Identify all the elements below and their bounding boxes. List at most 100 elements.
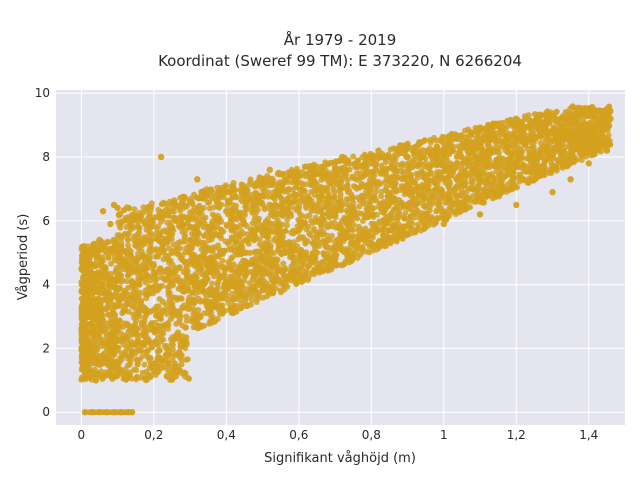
data-point	[215, 219, 222, 225]
data-point	[299, 169, 306, 175]
data-point	[271, 196, 278, 203]
data-point	[378, 162, 385, 169]
data-point	[134, 223, 141, 230]
data-point	[211, 318, 218, 325]
data-point	[128, 375, 135, 382]
data-point	[267, 175, 274, 182]
data-point	[415, 199, 422, 206]
data-point	[362, 193, 369, 200]
data-point	[455, 178, 462, 185]
data-point	[428, 153, 435, 159]
data-point	[120, 341, 127, 348]
data-point	[318, 163, 325, 170]
data-point	[99, 340, 106, 347]
data-point	[220, 194, 227, 201]
data-point	[390, 215, 397, 222]
data-point	[583, 105, 590, 112]
data-point	[324, 232, 331, 239]
data-point	[270, 250, 277, 257]
data-point	[337, 166, 344, 173]
data-point	[404, 140, 411, 147]
data-point	[137, 347, 143, 354]
data-point	[78, 375, 85, 382]
data-point	[79, 357, 86, 364]
data-point	[468, 179, 475, 186]
data-point	[97, 357, 104, 364]
data-point	[277, 210, 284, 216]
data-point	[156, 322, 163, 329]
data-point	[467, 128, 474, 135]
data-point	[238, 283, 245, 290]
data-point	[310, 239, 317, 246]
data-point	[293, 178, 300, 185]
data-point	[467, 140, 474, 146]
data-point	[214, 184, 221, 191]
data-point	[216, 245, 222, 252]
data-point	[183, 313, 190, 320]
data-point	[125, 362, 131, 369]
data-point	[526, 177, 533, 184]
data-point	[303, 213, 309, 220]
data-point	[307, 170, 313, 177]
data-point	[329, 223, 336, 230]
data-point	[200, 224, 207, 231]
data-point	[216, 194, 223, 201]
data-point	[347, 240, 354, 247]
data-point	[478, 192, 485, 199]
data-point	[247, 249, 254, 256]
data-point	[79, 251, 86, 258]
data-point	[486, 189, 493, 196]
data-point	[352, 250, 359, 257]
data-point	[249, 209, 256, 216]
data-point	[383, 183, 390, 190]
data-point	[474, 187, 481, 194]
data-point	[490, 120, 497, 127]
data-point	[162, 200, 168, 207]
data-point	[171, 198, 177, 205]
data-point	[542, 137, 549, 144]
data-point	[509, 184, 516, 191]
data-point	[502, 172, 509, 179]
data-point	[182, 324, 189, 331]
data-point	[277, 280, 283, 287]
data-point	[261, 246, 268, 253]
data-point	[322, 159, 329, 166]
data-point	[496, 178, 503, 185]
data-point	[406, 184, 413, 191]
data-point	[248, 232, 255, 239]
data-point	[195, 236, 202, 243]
points-layer	[78, 103, 614, 416]
data-point	[417, 148, 424, 155]
data-point	[88, 348, 95, 355]
data-point	[148, 344, 155, 351]
data-point	[409, 200, 416, 207]
data-point	[433, 207, 440, 214]
data-point	[137, 300, 144, 307]
data-point	[415, 192, 422, 199]
data-point	[359, 243, 366, 250]
data-point	[190, 306, 197, 313]
data-point	[113, 368, 120, 374]
data-point	[558, 124, 565, 131]
data-point	[120, 375, 127, 382]
data-point	[270, 189, 276, 196]
data-point	[350, 183, 357, 190]
data-point	[125, 242, 132, 249]
data-point	[98, 298, 105, 304]
data-point	[276, 265, 282, 272]
data-point	[146, 211, 153, 218]
data-point	[139, 236, 146, 243]
data-point	[124, 204, 130, 211]
data-point	[439, 161, 445, 168]
data-point	[566, 154, 573, 161]
data-point	[417, 216, 424, 223]
data-point	[329, 232, 335, 239]
data-point	[211, 194, 218, 201]
data-point	[364, 181, 371, 188]
data-point	[252, 265, 259, 272]
data-point	[320, 216, 327, 223]
data-point	[140, 251, 147, 258]
data-point	[190, 310, 197, 317]
data-point	[195, 307, 202, 313]
data-point	[123, 224, 130, 230]
